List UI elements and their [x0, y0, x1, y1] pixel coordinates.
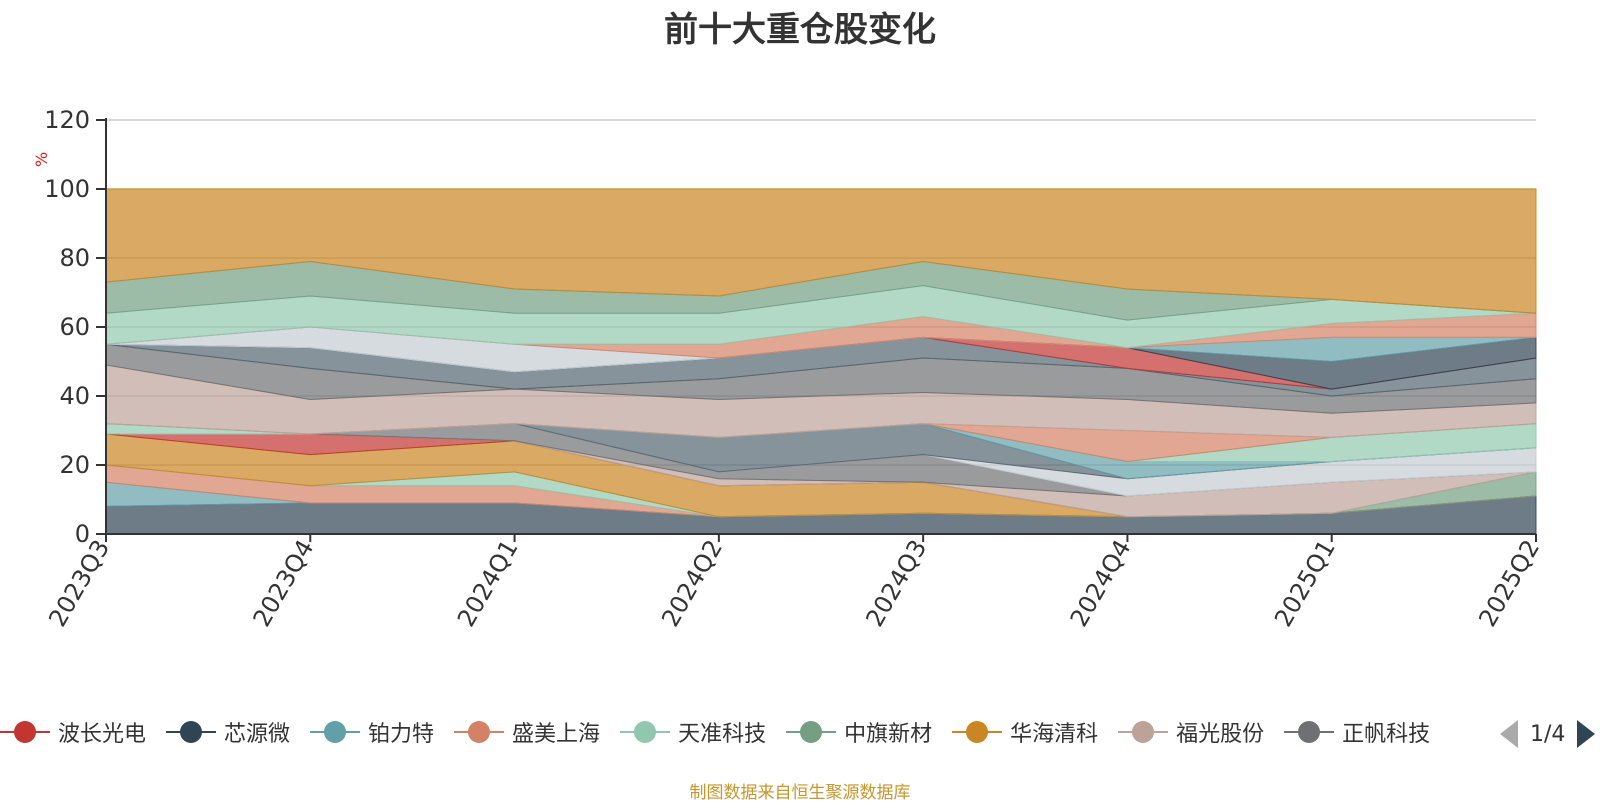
- legend-item[interactable]: 中旗新材: [786, 712, 952, 752]
- legend-item[interactable]: 铂力特: [310, 712, 454, 752]
- y-tick-label: 0: [75, 520, 90, 548]
- y-tick-label: 100: [44, 175, 90, 203]
- y-tick-label: 60: [59, 313, 90, 341]
- legend-item[interactable]: 华海清科: [952, 712, 1118, 752]
- legend-label: 福光股份: [1176, 722, 1265, 747]
- area-series: [105, 188, 1537, 314]
- legend-label: 天准科技: [678, 722, 767, 747]
- legend-marker-icon: [454, 720, 505, 744]
- legend-marker-icon: [620, 720, 671, 744]
- x-tick-label: 2023Q4: [248, 535, 320, 631]
- x-tick-label: 2025Q2: [1473, 535, 1545, 631]
- legend-item[interactable]: 天准科技: [620, 712, 786, 752]
- x-tick-label: 2024Q4: [1065, 535, 1137, 631]
- legend-label: 铂力特: [368, 722, 435, 747]
- legend-next-page-icon[interactable]: [1577, 720, 1596, 748]
- legend-marker-icon: [166, 720, 217, 744]
- legend-label: 盛美上海: [512, 722, 601, 747]
- x-tick-label: 2024Q2: [656, 535, 728, 631]
- legend-item[interactable]: 福光股份: [1118, 712, 1284, 752]
- legend-item[interactable]: 盛美上海: [454, 712, 620, 752]
- legend-label: 中旗新材: [844, 722, 933, 747]
- legend-label: 波长光电: [58, 722, 147, 747]
- chart-title: 前十大重仓股变化: [664, 10, 936, 50]
- legend-item[interactable]: 芯源微: [166, 712, 310, 752]
- legend-marker-icon: [1284, 720, 1335, 744]
- x-tick-label: 2023Q3: [43, 535, 115, 631]
- legend-marker-icon: [786, 720, 837, 744]
- legend-pager: 1/4: [1500, 716, 1596, 752]
- source-note: 制图数据来自恒生聚源数据库: [689, 783, 911, 803]
- legend: 波长光电 芯源微 铂力特 盛美上海 天准科技 中旗新材 华海清科 福光股份 正帆科技: [0, 712, 1480, 752]
- legend-marker-icon: [0, 720, 50, 744]
- y-tick-label: 40: [59, 382, 90, 410]
- legend-marker-icon: [1118, 720, 1169, 744]
- y-tick-label: 120: [44, 106, 90, 134]
- stacked-areas: [105, 188, 1537, 535]
- x-tick-label: 2025Q1: [1269, 535, 1341, 631]
- legend-prev-page-icon[interactable]: [1500, 720, 1518, 748]
- legend-marker-icon: [952, 720, 1003, 744]
- legend-item[interactable]: 正帆科技: [1284, 712, 1450, 752]
- legend-label: 华海清科: [1010, 722, 1099, 747]
- y-tick-label: 80: [59, 244, 90, 272]
- y-tick-label: 20: [59, 451, 90, 479]
- chart-plot: 0 20 40 60 80 100 120 2023Q3 2023Q4 2024Q1 2024Q2 2…: [43, 106, 1545, 631]
- legend-marker-icon: [310, 720, 361, 744]
- x-tick-label: 2024Q1: [452, 535, 524, 631]
- x-tick-label: 2024Q3: [860, 535, 932, 631]
- legend-label: 芯源微: [224, 722, 291, 747]
- legend-item[interactable]: 波长光电: [0, 712, 166, 752]
- legend-page-indicator: 1/4: [1530, 721, 1566, 747]
- legend-label: 正帆科技: [1342, 722, 1431, 747]
